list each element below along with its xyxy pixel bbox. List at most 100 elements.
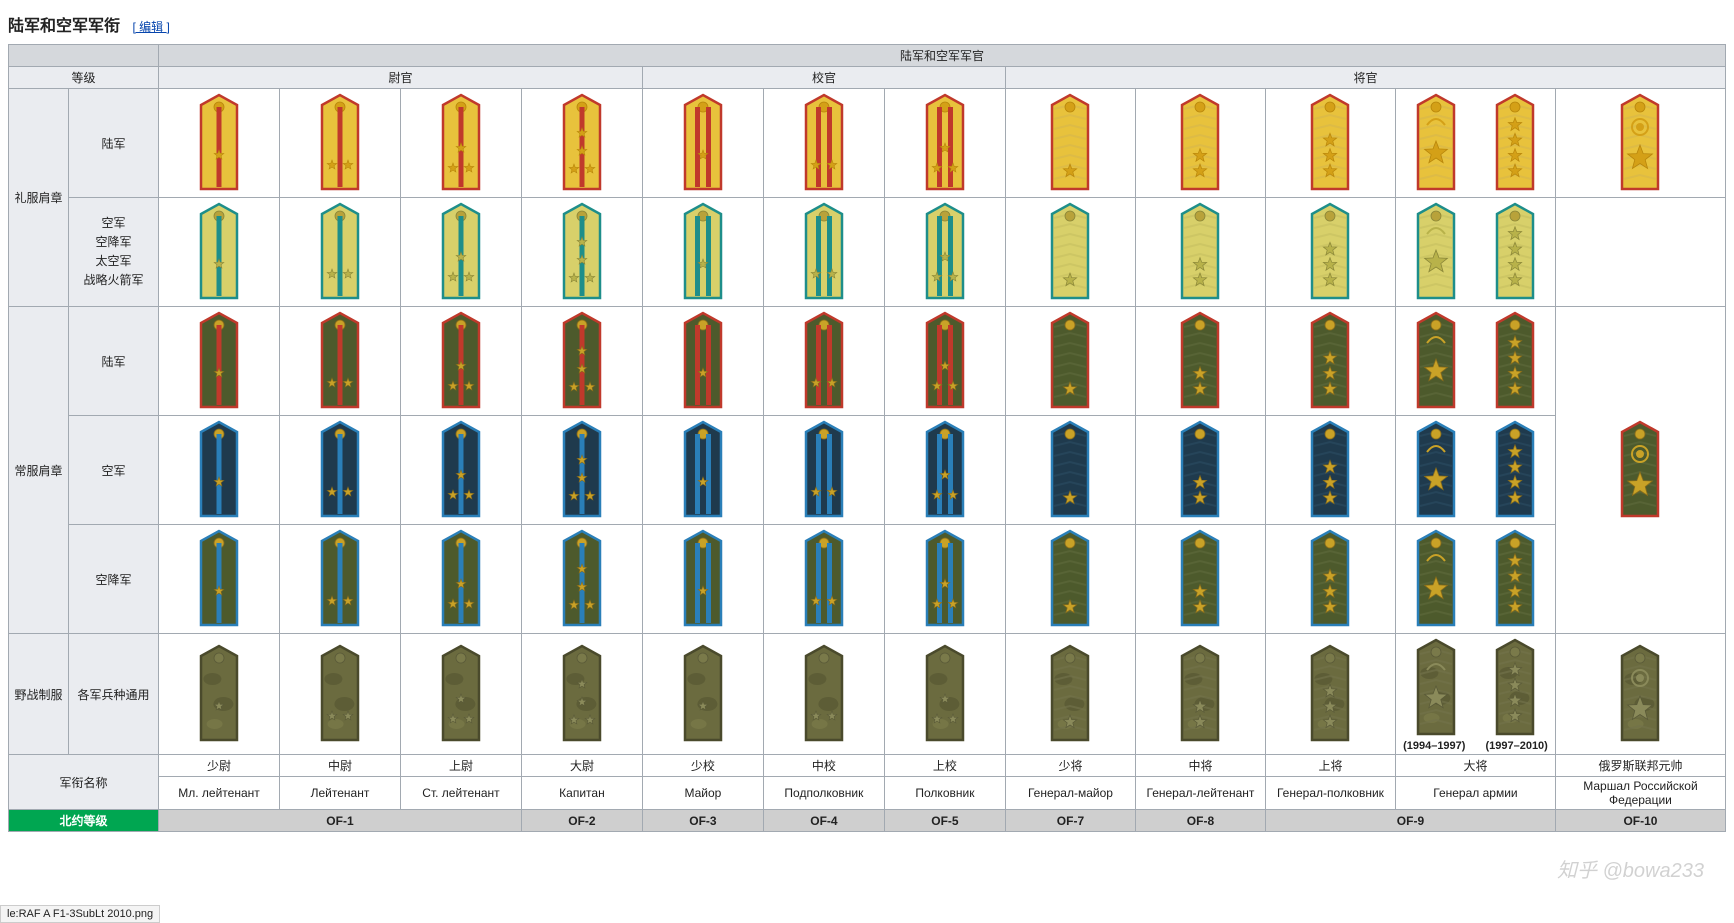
nato-cell: OF-7 (1005, 810, 1135, 832)
title-text: 陆军和空军军衔 (8, 18, 120, 35)
rank-table: 陆军和空军军官 等级 尉官 校官 将官 礼服肩章陆军空军 空降军 太空军 战略火… (8, 44, 1726, 832)
rank-ru: Лейтенант (279, 777, 400, 810)
footer-file: le:RAF A F1-3SubLt 2010.png (0, 905, 160, 923)
insignia-cell (1135, 89, 1265, 198)
insignia-cell (1265, 198, 1395, 307)
insignia-cell (521, 198, 642, 307)
insignia-cell (763, 525, 884, 634)
insignia-cell (1135, 198, 1265, 307)
insignia-cell (1005, 634, 1135, 755)
nato-cell: OF-5 (884, 810, 1005, 832)
insignia-cell (521, 89, 642, 198)
insignia-cell (1135, 634, 1265, 755)
insignia-cell (1265, 89, 1395, 198)
row-af-dress: 空军 空降军 太空军 战略火箭军 (69, 198, 159, 307)
row-nato: 北约等级 (9, 810, 159, 832)
insignia-cell (884, 307, 1005, 416)
group-junior: 尉官 (159, 67, 643, 89)
rank-cn: 大尉 (521, 755, 642, 777)
col-blank (9, 45, 159, 67)
insignia-cell (1265, 634, 1395, 755)
group-general: 将官 (1005, 67, 1725, 89)
rank-ru: Генерал-майор (1005, 777, 1135, 810)
rank-ru: Подполковник (763, 777, 884, 810)
insignia-cell (521, 634, 642, 755)
insignia-cell (521, 525, 642, 634)
insignia-cell (1265, 307, 1395, 416)
insignia-cell (1395, 198, 1555, 307)
nato-cell: OF-2 (521, 810, 642, 832)
rank-ru: Генерал армии (1395, 777, 1555, 810)
insignia-cell (884, 634, 1005, 755)
rank-cn: 上将 (1265, 755, 1395, 777)
insignia-cell (884, 416, 1005, 525)
insignia-cell (642, 525, 763, 634)
rank-ru: Мл. лейтенант (159, 777, 280, 810)
rank-cn: 中将 (1135, 755, 1265, 777)
insignia-cell (763, 416, 884, 525)
insignia-cell (884, 198, 1005, 307)
rank-cn: 大将 (1395, 755, 1555, 777)
insignia-cell (400, 89, 521, 198)
insignia-cell (400, 307, 521, 416)
rank-ru: Маршал Российской Федерации (1555, 777, 1725, 810)
insignia-cell (159, 89, 280, 198)
row-army-dress: 陆军 (69, 89, 159, 198)
insignia-cell (1135, 307, 1265, 416)
insignia-cell (279, 307, 400, 416)
insignia-cell (1555, 307, 1725, 634)
insignia-cell (1555, 89, 1725, 198)
rank-ru: Ст. лейтенант (400, 777, 521, 810)
insignia-cell (884, 89, 1005, 198)
rank-cn: 上尉 (400, 755, 521, 777)
insignia-cell (1135, 416, 1265, 525)
rank-ru: Майор (642, 777, 763, 810)
row-dress: 礼服肩章 (9, 89, 69, 307)
row-rank-name: 军衔名称 (9, 755, 159, 810)
insignia-cell (642, 198, 763, 307)
insignia-cell (159, 307, 280, 416)
edit-link[interactable]: [ 编辑 ] (132, 20, 169, 34)
insignia-cell (1395, 416, 1555, 525)
row-svc-sub: 陆军 (69, 307, 159, 416)
insignia-cell (884, 525, 1005, 634)
rank-ru: Капитан (521, 777, 642, 810)
rank-cn: 少尉 (159, 755, 280, 777)
insignia-cell (1265, 416, 1395, 525)
empty-cell (1555, 198, 1725, 307)
insignia-cell (1005, 416, 1135, 525)
page-title: 陆军和空军军衔 [ 编辑 ] (8, 12, 1726, 36)
insignia-cell (642, 634, 763, 755)
insignia-cell (521, 416, 642, 525)
row-field-sub: 各军兵种通用 (69, 634, 159, 755)
rank-cn: 少校 (642, 755, 763, 777)
insignia-cell (159, 525, 280, 634)
level-header: 等级 (9, 67, 159, 89)
superheader: 陆军和空军军官 (159, 45, 1726, 67)
nato-cell: OF-3 (642, 810, 763, 832)
rank-ru: Генерал-лейтенант (1135, 777, 1265, 810)
insignia-cell (1395, 89, 1555, 198)
row-service: 常服肩章 (9, 307, 69, 634)
insignia-cell (1005, 525, 1135, 634)
insignia-cell (279, 525, 400, 634)
insignia-cell (400, 198, 521, 307)
row-svc-sub: 空降军 (69, 525, 159, 634)
insignia-cell (1395, 525, 1555, 634)
row-field: 野战制服 (9, 634, 69, 755)
rank-cn: 中尉 (279, 755, 400, 777)
insignia-cell (1135, 525, 1265, 634)
insignia-cell (159, 416, 280, 525)
watermark: 知乎 @bowa233 (1557, 854, 1704, 883)
insignia-cell (763, 89, 884, 198)
insignia-cell (1555, 634, 1725, 755)
group-senior: 校官 (642, 67, 1005, 89)
rank-cn: 上校 (884, 755, 1005, 777)
insignia-cell (763, 198, 884, 307)
insignia-cell (279, 198, 400, 307)
nato-cell: OF-9 (1265, 810, 1555, 832)
insignia-cell (763, 634, 884, 755)
rank-cn: 俄罗斯联邦元帅 (1555, 755, 1725, 777)
insignia-cell (400, 416, 521, 525)
nato-cell: OF-4 (763, 810, 884, 832)
